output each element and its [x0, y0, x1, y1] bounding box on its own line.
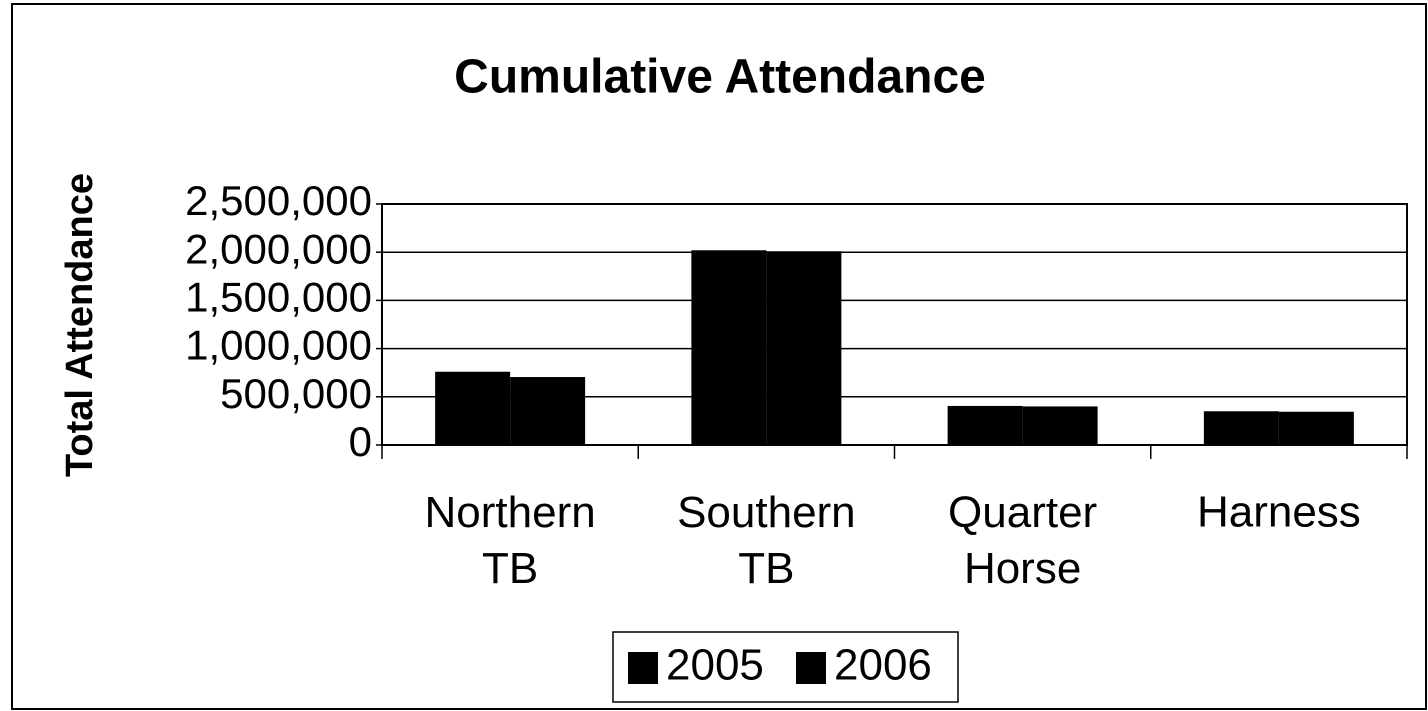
x-tick-label: Southern TB [677, 488, 856, 593]
bar [1203, 411, 1279, 445]
y-tick-label: 1,000,000 [185, 322, 372, 369]
bar [1278, 411, 1354, 445]
legend-box [612, 631, 959, 703]
bar [691, 250, 767, 445]
legend-label: 2005 [666, 641, 764, 690]
chart-title: Cumulative Attendance [454, 51, 986, 104]
bar [947, 405, 1023, 445]
y-tick-label: 2,000,000 [185, 225, 372, 272]
x-tick-label: Quarter Horse [948, 488, 1097, 593]
y-tick-label: 500,000 [220, 370, 372, 417]
y-tick-label: 1,500,000 [185, 273, 372, 320]
y-tick-label: 0 [349, 418, 372, 465]
legend-swatch [796, 652, 826, 684]
bar [766, 251, 842, 445]
legend-swatch [628, 652, 658, 684]
x-tick-label: Harness [1197, 488, 1361, 537]
legend-label: 2006 [834, 641, 932, 690]
bar [435, 371, 511, 445]
y-tick-label: 2,500,000 [185, 177, 372, 224]
bar [510, 377, 586, 445]
bar [1022, 406, 1098, 445]
x-tick-label: Northern TB [425, 488, 596, 593]
y-axis-label: Total Attendance [59, 173, 101, 477]
